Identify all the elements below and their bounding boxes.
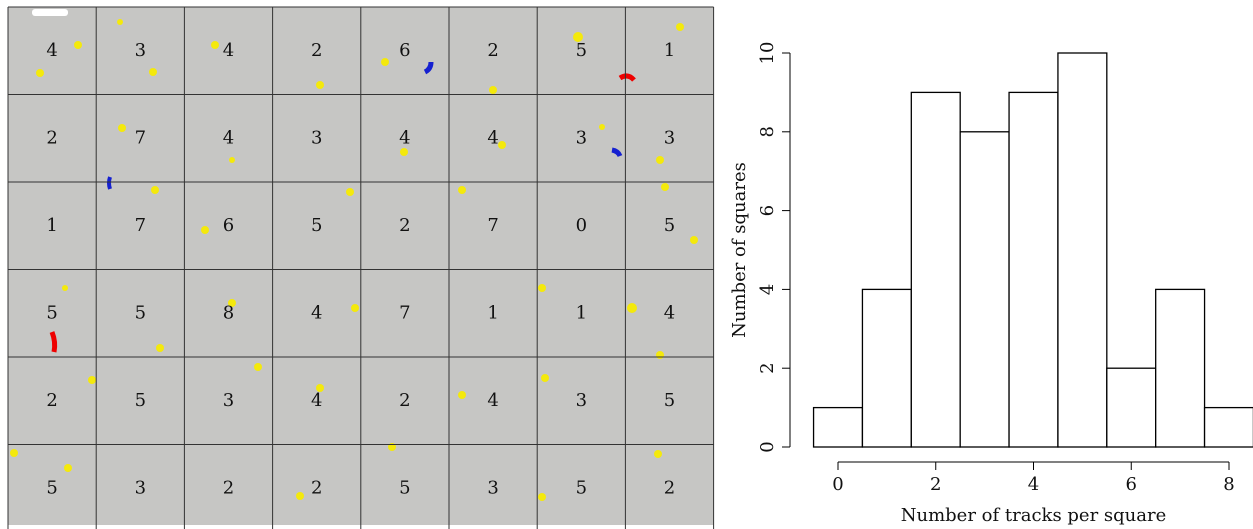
cell-count: 4 (664, 302, 675, 323)
cell-count: 3 (135, 477, 146, 498)
cell-count: 3 (576, 127, 587, 148)
cell-count: 4 (399, 127, 410, 148)
cell-count: 5 (135, 390, 146, 411)
cell-count: 6 (399, 40, 410, 61)
histogram: 0 2 4 6 8 10 0 2 4 6 8 Number of tracks per square N… (729, 42, 1253, 526)
cell-count: 2 (664, 477, 675, 498)
cell-count: 6 (223, 215, 234, 236)
cell-count: 4 (487, 390, 498, 411)
cell-count: 7 (135, 215, 146, 236)
figure: 4 3 4 2 6 2 5 1 2 7 4 3 4 4 3 3 1 7 6 5 2 7 0 5 5 5 8 4 7 1 1 4 2 5 3 4 2 4 3 5… (0, 0, 1253, 529)
page: 4 3 4 2 6 2 5 1 2 7 4 3 4 4 3 3 1 7 6 5 2 7 0 5 5 5 8 4 7 1 1 4 2 5 3 4 2 4 3 5… (0, 0, 1253, 529)
cell-count: 5 (576, 40, 587, 61)
x-tick-label: 2 (930, 474, 941, 495)
bar (960, 132, 1009, 447)
cell-count: 8 (223, 302, 234, 323)
cell-count: 3 (664, 127, 675, 148)
cell-count: 3 (311, 127, 322, 148)
cell-count: 3 (487, 477, 498, 498)
y-tick-label: 4 (757, 284, 778, 295)
cell-count: 2 (311, 477, 322, 498)
cell-count: 1 (46, 215, 57, 236)
cell-count: 4 (487, 127, 498, 148)
cell-count: 3 (135, 40, 146, 61)
bar (814, 408, 863, 447)
cell-count: 4 (223, 127, 234, 148)
cell-count: 5 (576, 477, 587, 498)
bar (1058, 53, 1107, 447)
y-tick-label: 10 (757, 42, 778, 65)
cell-count: 5 (46, 302, 57, 323)
cell-count: 2 (399, 215, 410, 236)
cell-count: 5 (46, 477, 57, 498)
track-blue (109, 177, 110, 189)
cell-count: 2 (46, 127, 57, 148)
cell-count: 2 (487, 40, 498, 61)
cell-count: 3 (576, 390, 587, 411)
bar (911, 92, 960, 447)
x-tick-label: 0 (832, 474, 843, 495)
y-tick-label: 0 (757, 441, 778, 452)
y-tick-label: 2 (757, 362, 778, 373)
cell-count: 2 (223, 477, 234, 498)
bar (1107, 368, 1156, 447)
cell-count: 1 (664, 40, 675, 61)
track-red (52, 332, 55, 352)
cell-count: 7 (487, 215, 498, 236)
cell-count: 1 (576, 302, 587, 323)
x-tick-label: 6 (1126, 474, 1137, 495)
cell-count: 2 (46, 390, 57, 411)
bar (1205, 408, 1253, 447)
x-tick-label: 8 (1223, 474, 1234, 495)
y-tick-label: 6 (757, 205, 778, 216)
bar (862, 289, 911, 447)
x-axis-label: Number of tracks per square (901, 505, 1167, 526)
scale-bar (32, 9, 68, 16)
cell-count: 0 (576, 215, 587, 236)
cell-count: 1 (487, 302, 498, 323)
cell-count: 7 (399, 302, 410, 323)
cell-count: 4 (311, 390, 322, 411)
cell-count: 5 (664, 215, 675, 236)
cell-count: 4 (223, 40, 234, 61)
cell-count: 3 (223, 390, 234, 411)
bar (1009, 92, 1058, 447)
cell-count: 5 (399, 477, 410, 498)
micrograph: 4 3 4 2 6 2 5 1 2 7 4 3 4 4 3 3 1 7 6 5 2 7 0 5 5 5 8 4 7 1 1 4 2 5 3 4 2 4 3 5… (8, 7, 714, 529)
cell-count: 4 (311, 302, 322, 323)
bar (1156, 289, 1205, 447)
cell-count: 5 (664, 390, 675, 411)
y-tick-label: 8 (757, 126, 778, 137)
cell-count: 2 (311, 40, 322, 61)
cell-count: 5 (311, 215, 322, 236)
cell-count: 7 (135, 127, 146, 148)
x-tick-label: 4 (1028, 474, 1039, 495)
cell-count: 2 (399, 390, 410, 411)
cell-count: 4 (46, 40, 57, 61)
y-axis-label: Number of squares (729, 162, 750, 338)
cell-count: 5 (135, 302, 146, 323)
